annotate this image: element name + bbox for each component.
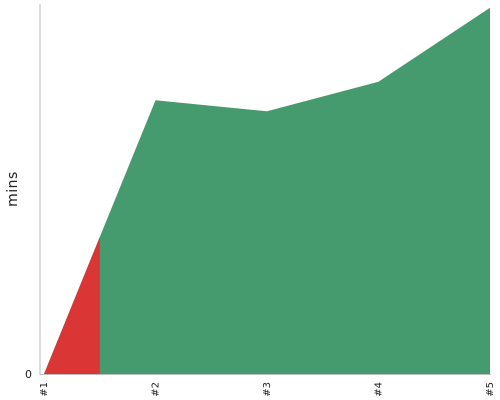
x-tick-label: #4 <box>374 382 385 397</box>
x-tick-labels: #1 #2 #3 #4 #5 <box>39 382 496 397</box>
series-area-0 <box>44 7 490 374</box>
x-tick-label: #1 <box>39 382 50 397</box>
x-tick-label: #5 <box>485 382 496 397</box>
y-axis-title: mins <box>5 171 21 207</box>
x-tick-label: #3 <box>262 382 273 397</box>
plot-area <box>44 7 490 374</box>
red-highlight-region <box>44 237 100 374</box>
x-tick-label: #2 <box>151 382 162 397</box>
y-tick-label: 0 <box>25 368 32 381</box>
